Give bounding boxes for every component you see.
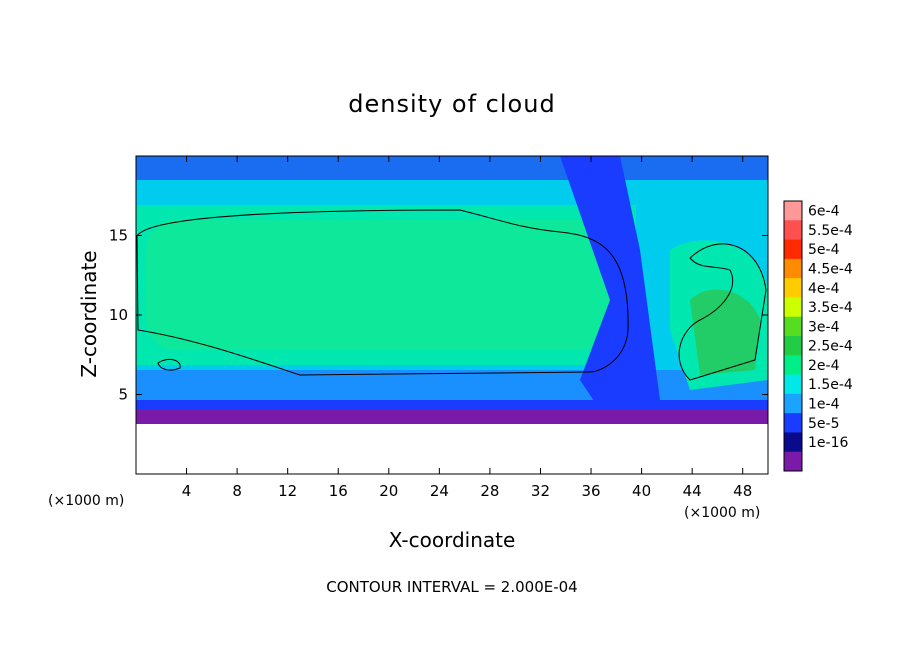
x-tick-label: 32 [531, 482, 550, 500]
x-tick-label: 4 [182, 482, 192, 500]
colorbar-segment [784, 432, 802, 453]
x-tick-label: 44 [683, 482, 702, 500]
colorbar-tick-label: 2e-4 [808, 358, 840, 374]
field-base-purple [136, 410, 768, 426]
x-tick-label: 48 [733, 482, 752, 500]
x-axis-label: X-coordinate [389, 528, 516, 552]
field-ground [136, 424, 768, 474]
colorbar-segment [784, 413, 802, 433]
colorbar-segment [784, 297, 802, 318]
x-tick-label: 28 [480, 482, 499, 500]
colorbar-tick-label: 5.5e-4 [808, 223, 853, 239]
density-field [136, 156, 768, 474]
colorbar-tick-label: 1e-4 [808, 397, 840, 413]
field-core-green [146, 220, 616, 350]
colorbar-tick-label: 6e-4 [808, 204, 840, 220]
contour-main-cloud [136, 209, 629, 376]
y-axis-ticks: 5 10 15 [109, 227, 768, 404]
x-tick-label: 24 [430, 482, 449, 500]
colorbar-segment [784, 201, 802, 221]
colorbar-tick-label: 3.5e-4 [808, 300, 853, 316]
field-updraft-column [560, 156, 660, 410]
colorbar-tick-label: 1e-16 [808, 435, 848, 451]
colorbar-segment [784, 374, 802, 395]
colorbar-segment [784, 258, 802, 279]
y-axis-label: Z-coordinate [77, 250, 101, 377]
colorbar-tick-label: 1.5e-4 [808, 377, 853, 393]
colorbar [783, 200, 803, 472]
colorbar-segment [784, 451, 802, 472]
x-tick-label: 12 [278, 482, 297, 500]
field-lower-blue [136, 370, 768, 405]
colorbar-segment [784, 278, 802, 298]
contour-small-blob [157, 358, 181, 371]
colorbar-tick-label: 2.5e-4 [808, 339, 853, 355]
y-tick-label: 15 [109, 227, 128, 245]
colorbar-segment [784, 239, 802, 260]
y-tick-label: 10 [109, 306, 128, 324]
colorbar-frame [783, 200, 803, 472]
x-tick-label: 40 [632, 482, 651, 500]
colorbar-segment [784, 336, 802, 356]
colorbar-tick-label: 3e-4 [808, 319, 840, 335]
colorbar-tick-label: 4.5e-4 [808, 262, 853, 278]
x-tick-label: 36 [581, 482, 600, 500]
colorbar-tick-label: 5e-4 [808, 242, 840, 258]
colorbar-segment [784, 220, 802, 241]
contour-interval-note: CONTOUR INTERVAL = 2.000E-04 [326, 578, 577, 596]
x-tick-label: 20 [379, 482, 398, 500]
x-tick-label: 8 [232, 482, 242, 500]
chart-title: density of cloud [348, 90, 555, 118]
colorbar-tick-label: 4e-4 [808, 281, 840, 297]
colorbar-segment [784, 393, 802, 414]
x-unit-label-right: (×1000 m) [684, 505, 760, 521]
colorbar-segment [784, 316, 802, 337]
y-tick-label: 5 [118, 386, 128, 404]
field-anvil-core [690, 289, 760, 375]
colorbar-tick-label: 5e-5 [808, 416, 839, 432]
colorbar-tick-labels: 6e-4 5.5e-4 5e-4 4.5e-4 4e-4 3.5e-4 3e-4 2.5e-4… [808, 204, 853, 451]
x-tick-label: 16 [329, 482, 348, 500]
x-axis-ticks: 4 8 12 16 20 24 28 32 36 40 44 48 [182, 156, 752, 500]
x-unit-label-left: (×1000 m) [48, 493, 124, 509]
colorbar-segment [784, 355, 802, 376]
contour-anvil-outer [678, 243, 767, 381]
